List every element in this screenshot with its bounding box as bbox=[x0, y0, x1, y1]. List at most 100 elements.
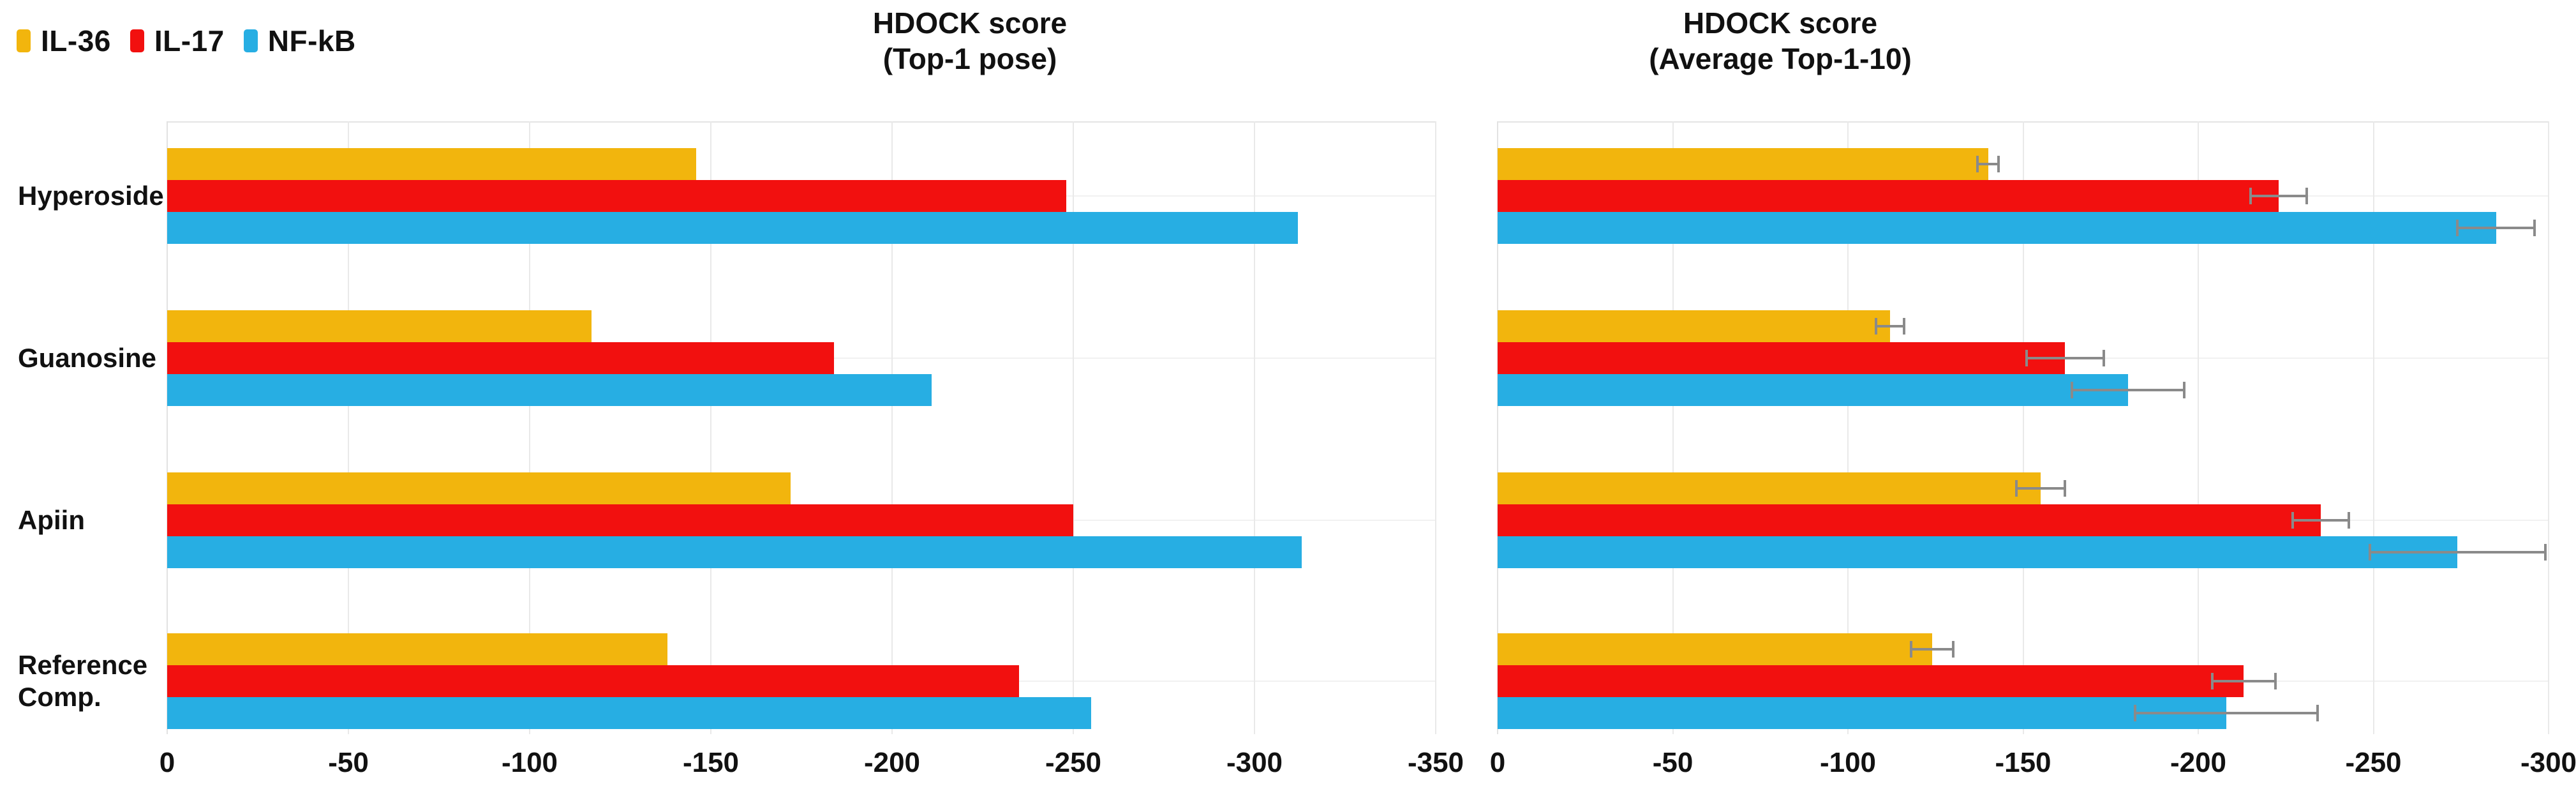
error-bar-avg-guanosine-il-17-cap-left bbox=[2025, 350, 2028, 366]
x-tick-label: -100 bbox=[501, 747, 558, 778]
legend: IL-36 IL-17 NF-kB bbox=[17, 26, 375, 56]
chart-title-line1: HDOCK score bbox=[1683, 6, 1878, 40]
legend-label: IL-17 bbox=[154, 24, 225, 57]
bar-avg-guanosine-il-17 bbox=[1498, 342, 2066, 374]
legend-label: NF-kB bbox=[267, 24, 356, 57]
category-label-guanosine: Guanosine bbox=[18, 343, 157, 373]
x-gridline bbox=[348, 121, 349, 734]
error-bar-avg-hyperoside-il-17 bbox=[2251, 195, 2307, 197]
error-bar-avg-apiin-nf-kb bbox=[2370, 551, 2545, 553]
x-tick-label: -250 bbox=[2345, 747, 2402, 778]
bar-avg-reference-comp-nf-kb bbox=[1498, 697, 2226, 729]
x-tick-label: -150 bbox=[682, 747, 740, 778]
x-gridline bbox=[2548, 121, 2549, 734]
bar-avg-reference-comp-il-17 bbox=[1498, 665, 2244, 697]
bar-avg-guanosine-nf-kb bbox=[1498, 374, 2129, 406]
legend-item-il-17: IL-17 bbox=[130, 26, 225, 56]
x-tick-label: -100 bbox=[1819, 747, 1877, 778]
error-bar-avg-apiin-il-17-cap-right bbox=[2348, 512, 2351, 529]
error-bar-avg-reference-comp-il-36-cap-left bbox=[1909, 641, 1912, 658]
bar-avg-hyperoside-il-36 bbox=[1498, 148, 1988, 180]
error-bar-avg-apiin-il-17 bbox=[2293, 519, 2349, 522]
error-bar-avg-guanosine-nf-kb-cap-right bbox=[2183, 382, 2186, 398]
chart-title-top1-pose: HDOCK score (Top-1 pose) bbox=[683, 5, 1257, 77]
x-tick-label: -300 bbox=[2520, 747, 2576, 778]
x-gridline bbox=[891, 121, 893, 734]
error-bar-avg-guanosine-il-17 bbox=[2026, 357, 2104, 359]
x-tick-label: -150 bbox=[1995, 747, 2051, 778]
bar-top1-reference-comp-il-17 bbox=[167, 665, 1019, 697]
bar-top1-guanosine-il-36 bbox=[167, 310, 592, 342]
x-gridline bbox=[2022, 121, 2024, 734]
chart-title-average-top-1-10: HDOCK score (Average Top-1-10) bbox=[1493, 5, 2067, 77]
legend-item-il-36: IL-36 bbox=[17, 26, 111, 56]
x-gridline bbox=[529, 121, 530, 734]
x-gridline bbox=[1254, 121, 1255, 734]
bar-top1-guanosine-nf-kb bbox=[167, 374, 932, 406]
bar-avg-apiin-il-36 bbox=[1498, 472, 2041, 504]
x-gridline bbox=[1073, 121, 1074, 734]
bar-top1-apiin-nf-kb bbox=[167, 536, 1302, 568]
bar-top1-hyperoside-il-36 bbox=[167, 148, 697, 180]
bar-top1-apiin-il-17 bbox=[167, 504, 1073, 536]
legend-swatch-il-17-icon bbox=[130, 29, 144, 52]
error-bar-avg-guanosine-nf-kb bbox=[2072, 389, 2185, 391]
x-tick-label: -350 bbox=[1407, 747, 1464, 778]
x-tick-label: -300 bbox=[1226, 747, 1283, 778]
bar-top1-reference-comp-il-36 bbox=[167, 633, 667, 665]
error-bar-avg-hyperoside-il-36-cap-right bbox=[1997, 156, 2000, 172]
x-tick-label: 0 bbox=[159, 747, 175, 778]
x-gridline bbox=[1435, 121, 1436, 734]
legend-swatch-il-36-icon bbox=[17, 29, 31, 52]
x-gridline bbox=[1847, 121, 1849, 734]
error-bar-avg-hyperoside-nf-kb-cap-left bbox=[2456, 220, 2459, 236]
error-bar-avg-apiin-il-36-cap-right bbox=[2064, 480, 2067, 497]
error-bar-avg-guanosine-il-36 bbox=[1875, 325, 1904, 327]
bar-avg-apiin-il-17 bbox=[1498, 504, 2321, 536]
error-bar-avg-reference-comp-nf-kb bbox=[2135, 712, 2318, 714]
error-bar-avg-hyperoside-il-36-cap-left bbox=[1976, 156, 1979, 172]
error-bar-avg-reference-comp-nf-kb-cap-left bbox=[2134, 705, 2137, 721]
error-bar-avg-reference-comp-il-17-cap-left bbox=[2210, 673, 2214, 689]
x-gridline bbox=[167, 121, 168, 734]
category-label-apiin: Apiin bbox=[18, 505, 85, 535]
error-bar-avg-reference-comp-il-36-cap-right bbox=[1951, 641, 1954, 658]
error-bar-avg-apiin-il-17-cap-left bbox=[2291, 512, 2295, 529]
error-bar-avg-guanosine-nf-kb-cap-left bbox=[2071, 382, 2074, 398]
error-bar-avg-hyperoside-il-17-cap-right bbox=[2305, 188, 2309, 204]
error-bar-avg-reference-comp-il-17-cap-right bbox=[2274, 673, 2277, 689]
bar-top1-guanosine-il-17 bbox=[167, 342, 835, 374]
x-gridline bbox=[1672, 121, 1674, 734]
x-gridline bbox=[2372, 121, 2374, 734]
error-bar-avg-guanosine-il-17-cap-right bbox=[2102, 350, 2105, 366]
error-bar-avg-hyperoside-nf-kb bbox=[2457, 227, 2535, 229]
error-bar-avg-reference-comp-nf-kb-cap-right bbox=[2316, 705, 2319, 721]
bar-top1-reference-comp-nf-kb bbox=[167, 697, 1092, 729]
bar-avg-hyperoside-il-17 bbox=[1498, 180, 2279, 212]
category-label-reference-comp: Reference Comp. bbox=[18, 650, 148, 712]
x-tick-label: -250 bbox=[1045, 747, 1102, 778]
x-gridline bbox=[710, 121, 711, 734]
x-gridline bbox=[1497, 121, 1498, 734]
x-gridline bbox=[2198, 121, 2199, 734]
x-tick-label: -200 bbox=[863, 747, 921, 778]
error-bar-avg-guanosine-il-36-cap-right bbox=[1902, 318, 1905, 335]
legend-swatch-nf-kb-icon bbox=[243, 29, 258, 52]
bar-avg-guanosine-il-36 bbox=[1498, 310, 1890, 342]
bar-top1-hyperoside-il-17 bbox=[167, 180, 1066, 212]
bar-avg-hyperoside-nf-kb bbox=[1498, 212, 2496, 244]
error-bar-avg-apiin-il-36 bbox=[2016, 487, 2066, 490]
bar-top1-apiin-il-36 bbox=[167, 472, 791, 504]
error-bar-avg-guanosine-il-36-cap-left bbox=[1874, 318, 1877, 335]
x-tick-label: 0 bbox=[1489, 747, 1506, 778]
error-bar-avg-hyperoside-nf-kb-cap-right bbox=[2533, 220, 2536, 236]
bar-avg-apiin-nf-kb bbox=[1498, 536, 2458, 568]
chart-title-line2: (Average Top-1-10) bbox=[1649, 42, 1912, 75]
error-bar-avg-apiin-il-36-cap-left bbox=[2014, 480, 2018, 497]
chart-title-line1: HDOCK score bbox=[872, 6, 1068, 40]
error-bar-avg-apiin-nf-kb-cap-right bbox=[2543, 544, 2547, 561]
error-bar-avg-reference-comp-il-36 bbox=[1910, 648, 1953, 651]
x-tick-label: -50 bbox=[1652, 747, 1694, 778]
error-bar-avg-apiin-nf-kb-cap-left bbox=[2369, 544, 2371, 561]
